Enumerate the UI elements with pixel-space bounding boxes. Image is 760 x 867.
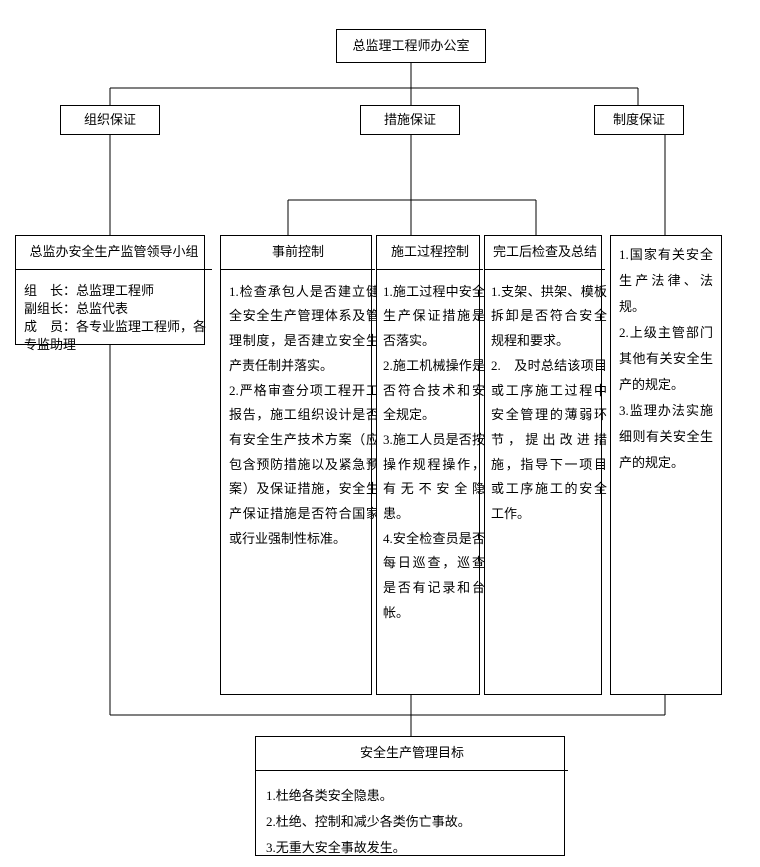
measure-during-body: 1.施工过程中安全生产保证措施是否落实。2.施工机械操作是否符合技术和安全规定。… (377, 276, 491, 630)
branch-org-box: 组织保证 (60, 105, 160, 135)
measure-after-box: 完工后检查及总结 1.支架、拱架、模板拆卸是否符合安全规程和要求。2. 及时总结… (484, 235, 602, 695)
measure-after-header: 完工后检查及总结 (485, 236, 605, 270)
bottom-body: 1.杜绝各类安全隐患。2.杜绝、控制和减少各类伤亡事故。3.无重大安全事故发生。 (256, 777, 584, 867)
branch-org-label: 组织保证 (84, 110, 136, 131)
measure-during-header: 施工过程控制 (377, 236, 483, 270)
org-leaf-body: 组 长：总监理工程师副组长：总监代表成 员：各专业监理工程师，各专监助理 (16, 276, 220, 361)
root-label: 总监理工程师办公室 (352, 36, 469, 57)
branch-measure-label: 措施保证 (384, 110, 436, 131)
branch-measure-box: 措施保证 (360, 105, 460, 135)
root-box: 总监理工程师办公室 (336, 29, 486, 63)
measure-during-box: 施工过程控制 1.施工过程中安全生产保证措施是否落实。2.施工机械操作是否符合技… (376, 235, 480, 695)
system-leaf-body: 1.国家有关安全生产法律、法规。2.上级主管部门其他有关安全生产的规定。3.监理… (619, 242, 713, 476)
measure-pre-header: 事前控制 (221, 236, 375, 270)
org-leaf-box: 总监办安全生产监管领导小组 组 长：总监理工程师副组长：总监代表成 员：各专业监… (15, 235, 205, 345)
measure-after-body: 1.支架、拱架、模板拆卸是否符合安全规程和要求。2. 及时总结该项目或工序施工过… (485, 276, 613, 531)
measure-pre-box: 事前控制 1.检查承包人是否建立健全安全生产管理体系及管理制度，是否建立安全生产… (220, 235, 372, 695)
branch-system-label: 制度保证 (613, 110, 665, 131)
bottom-header: 安全生产管理目标 (256, 737, 568, 771)
branch-system-box: 制度保证 (594, 105, 684, 135)
system-leaf-box: 1.国家有关安全生产法律、法规。2.上级主管部门其他有关安全生产的规定。3.监理… (610, 235, 722, 695)
diagram-canvas: 总监理工程师办公室 组织保证 措施保证 制度保证 总监办安全生产监管领导小组 组… (0, 0, 760, 866)
measure-pre-body: 1.检查承包人是否建立健全安全生产管理体系及管理制度，是否建立安全生产责任制并落… (221, 276, 387, 556)
org-leaf-header: 总监办安全生产监管领导小组 (16, 236, 212, 270)
bottom-box: 安全生产管理目标 1.杜绝各类安全隐患。2.杜绝、控制和减少各类伤亡事故。3.无… (255, 736, 565, 856)
